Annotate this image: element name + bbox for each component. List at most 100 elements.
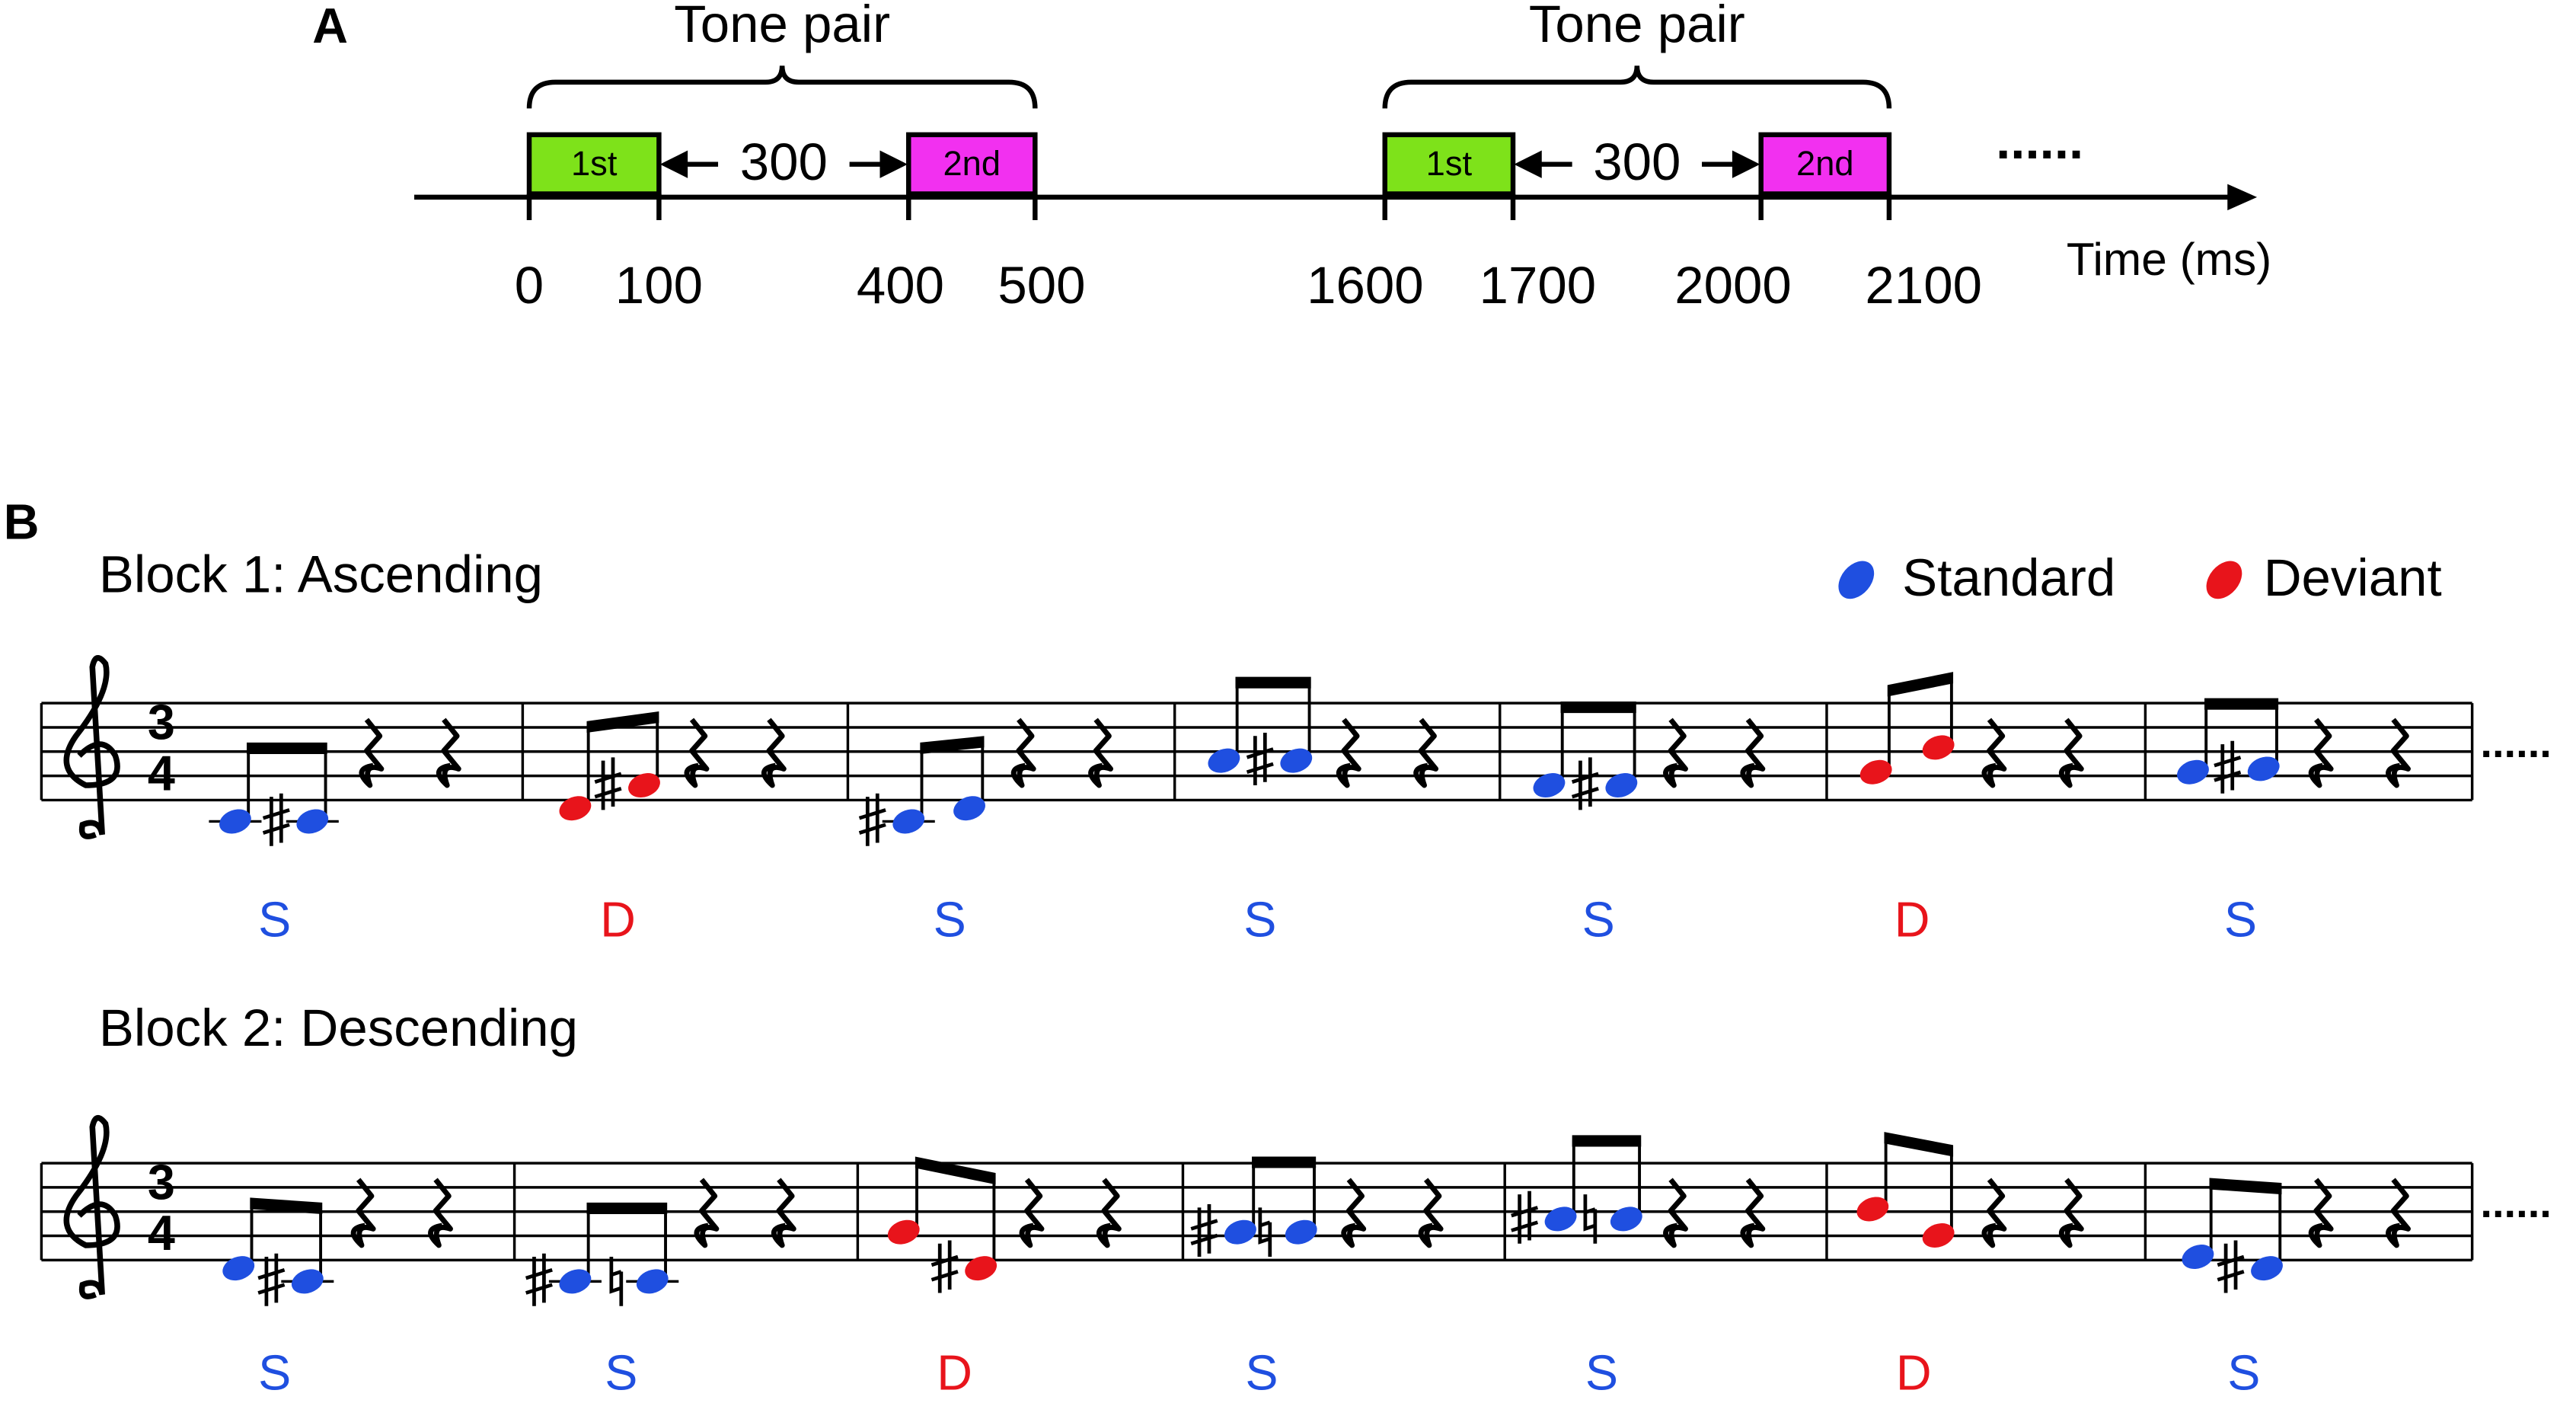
rest: [1336, 717, 1361, 788]
rest: [2308, 1178, 2334, 1248]
brace: [1382, 66, 1892, 109]
note-head: [628, 773, 660, 797]
beam: [1252, 1156, 1317, 1168]
treble-clef: [63, 1115, 120, 1299]
rest: [2058, 1178, 2084, 1248]
tone-box: [906, 132, 1038, 197]
trial-label: S: [1582, 891, 1615, 947]
sharp: [1511, 1190, 1539, 1244]
legend-swatch: [1838, 561, 1875, 599]
note-head: [1224, 1219, 1256, 1245]
trial-label: S: [258, 891, 291, 947]
note-head: [1859, 759, 1892, 785]
trial-label: S: [2227, 1345, 2260, 1401]
axis-label: Time (ms): [2067, 233, 2271, 285]
block-title: Block 2: Descending: [99, 999, 578, 1057]
sharp: [930, 1240, 959, 1293]
legend-label: Deviant: [2264, 548, 2442, 607]
rest: [1740, 717, 1766, 788]
tone-label: 2nd: [943, 144, 1001, 183]
legend-label: Standard: [1902, 548, 2115, 607]
legend-swatch: [2206, 561, 2242, 599]
rest: [436, 717, 461, 788]
tone-label: 1st: [571, 144, 618, 183]
ellipsis: ......: [2480, 718, 2551, 766]
tone-box: [526, 132, 662, 197]
note-head: [1208, 748, 1240, 773]
rest: [1010, 717, 1036, 788]
trial-label: S: [1245, 1345, 1278, 1401]
beam: [1887, 672, 1954, 697]
beam: [250, 1197, 323, 1214]
trial-label: D: [1894, 891, 1930, 947]
tone-label: 1st: [1426, 144, 1473, 183]
gap-arrow: [1514, 150, 1760, 178]
time-label: 400: [857, 256, 944, 315]
rest: [1019, 1178, 1045, 1248]
ellipsis: ......: [2480, 1178, 2551, 1226]
beam: [1560, 702, 1636, 714]
trial-label: S: [1585, 1345, 1618, 1401]
rest: [350, 1178, 376, 1248]
note-head: [1610, 1206, 1642, 1232]
note-head: [219, 809, 251, 834]
rest: [1413, 717, 1439, 788]
note-head: [2177, 759, 2209, 785]
rest: [771, 1178, 796, 1248]
time-label: 2100: [1865, 256, 1982, 315]
rest: [1418, 1178, 1444, 1248]
beam: [586, 711, 659, 733]
beam: [2209, 1178, 2282, 1195]
beam: [1235, 676, 1311, 689]
beam: [1884, 1132, 1954, 1157]
note-head: [953, 796, 985, 821]
note-head: [559, 796, 592, 821]
time-label: 100: [615, 256, 703, 315]
treble-clef: [63, 655, 120, 839]
arrowhead: [2227, 184, 2258, 211]
beam: [920, 736, 985, 755]
note-head: [296, 809, 329, 834]
rest: [2386, 1178, 2411, 1248]
trial-label: S: [1243, 891, 1276, 947]
pair-title: Tone pair: [674, 0, 890, 53]
rest: [1981, 717, 2007, 788]
panel-label: B: [4, 494, 40, 549]
sharp: [594, 757, 622, 810]
beam: [247, 742, 327, 755]
note-head: [1605, 773, 1638, 797]
note-head: [1533, 773, 1566, 797]
natural: [1583, 1194, 1598, 1244]
rest: [428, 1178, 453, 1248]
rest: [1663, 717, 1688, 788]
rest: [684, 717, 710, 788]
panel-label: A: [312, 0, 348, 53]
beam: [915, 1156, 996, 1185]
time-signature: 3: [148, 694, 175, 749]
trial-label: S: [605, 1345, 637, 1401]
trial-label: S: [258, 1345, 291, 1401]
trial-label: D: [1896, 1345, 1932, 1401]
note-head: [559, 1269, 592, 1294]
time-label: 500: [998, 256, 1085, 315]
rest: [1088, 717, 1114, 788]
time-signature: 4: [148, 745, 175, 801]
note-head: [2247, 756, 2280, 781]
sharp: [262, 793, 290, 846]
note-head: [1280, 748, 1313, 773]
note-head: [2182, 1245, 2214, 1270]
rest: [2058, 717, 2084, 788]
sharp: [858, 793, 886, 846]
sharp: [1571, 757, 1599, 810]
rest: [1341, 1178, 1367, 1248]
trial-label: S: [2224, 891, 2257, 947]
sharp: [1190, 1204, 1218, 1258]
rest: [1096, 1178, 1122, 1248]
sharp: [1246, 732, 1274, 786]
note-head: [892, 809, 925, 834]
rest: [359, 717, 385, 788]
note-head: [636, 1269, 669, 1294]
rest: [1981, 1178, 2007, 1248]
note-head: [291, 1269, 324, 1294]
block-title: Block 1: Ascending: [99, 545, 543, 603]
